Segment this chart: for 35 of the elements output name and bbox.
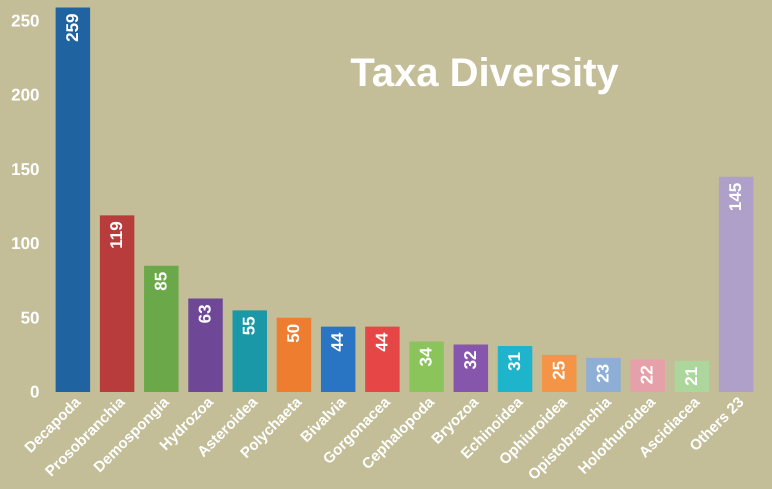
data-label: 119 <box>107 221 126 249</box>
bar <box>498 346 532 392</box>
data-label: 23 <box>593 364 612 383</box>
data-label: 34 <box>416 346 436 366</box>
bar <box>718 176 754 392</box>
bar <box>409 342 444 392</box>
data-label: 25 <box>549 360 568 380</box>
data-label: 145 <box>726 182 746 212</box>
bar <box>320 326 356 392</box>
data-label: 22 <box>638 365 657 384</box>
bar <box>188 298 223 392</box>
data-label: 32 <box>460 350 480 370</box>
data-label: 21 <box>682 366 701 386</box>
bar <box>232 310 267 392</box>
bar <box>365 326 400 392</box>
y-tick-label: 50 <box>20 308 40 328</box>
y-tick-label: 100 <box>11 234 40 254</box>
data-label: 63 <box>196 304 215 324</box>
data-label: 44 <box>372 332 392 352</box>
data-label: 55 <box>240 316 259 336</box>
y-tick-label: 200 <box>11 86 40 105</box>
bar <box>56 7 90 392</box>
bar <box>276 318 312 392</box>
y-tick-label: 250 <box>11 11 40 30</box>
data-label: 50 <box>284 324 303 343</box>
y-tick-label: 150 <box>11 160 40 179</box>
bar <box>454 344 488 392</box>
data-label: 85 <box>151 272 170 291</box>
text: Taxa Diversity <box>350 51 620 95</box>
y-tick-label: 0 <box>30 382 40 402</box>
data-label: 44 <box>328 332 348 352</box>
data-label: 31 <box>505 352 524 371</box>
bar <box>144 266 179 392</box>
data-label: 259 <box>62 13 82 42</box>
bar <box>100 215 134 392</box>
